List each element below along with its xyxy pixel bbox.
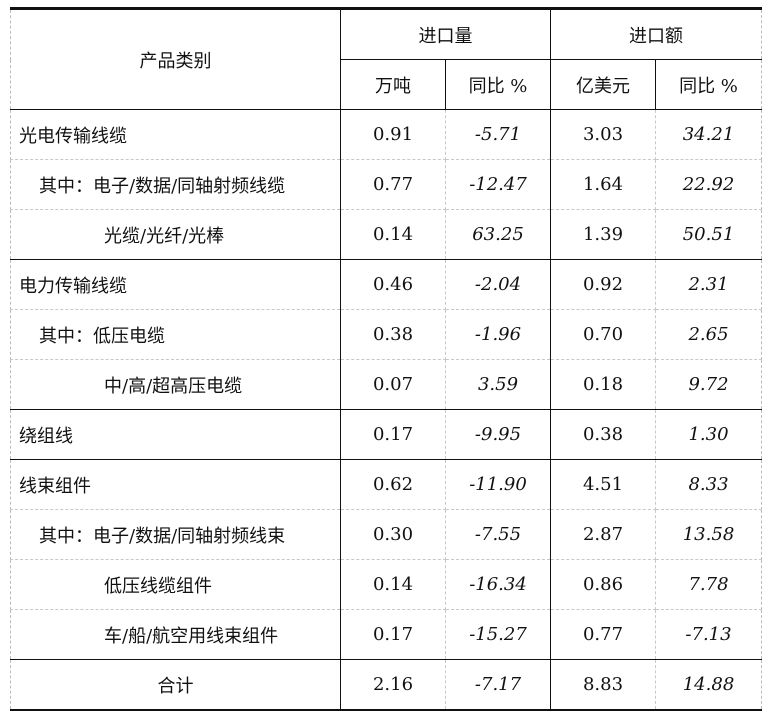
- header-category: 产品类别: [10, 7, 341, 110]
- category-cell: 车/船/航空用线束组件: [10, 609, 341, 660]
- table-row: 光缆/光纤/光棒 0.14 63.25 1.39 50.51: [10, 209, 762, 260]
- value-yoy-cell: 2.31: [655, 259, 762, 310]
- value-yoy-cell: 1.30: [655, 409, 762, 460]
- header-import-value: 进口额: [550, 7, 762, 60]
- table-row: 车/船/航空用线束组件 0.17 -15.27 0.77 -7.13: [10, 609, 762, 660]
- value-cell: 0.92: [550, 259, 656, 310]
- value-cell: 2.87: [550, 509, 656, 560]
- header-volume-unit: 万吨: [340, 59, 446, 110]
- value-cell: 1.64: [550, 159, 656, 210]
- category-cell: 低压线缆组件: [10, 559, 341, 610]
- volume-yoy-cell: -5.71: [445, 109, 551, 160]
- total-row: 合计 2.16 -7.17 8.83 14.88: [10, 659, 762, 711]
- category-cell: 其中：低压电缆: [10, 309, 341, 360]
- value-cell: 0.77: [550, 609, 656, 660]
- table-row: 其中：电子/数据/同轴射频线束 0.30 -7.55 2.87 13.58: [10, 509, 762, 560]
- value-cell: 4.51: [550, 459, 656, 510]
- import-table: 产品类别 进口量 进口额 万吨 同比 % 亿美元 同比 % 光电传输线缆 0.91…: [10, 7, 762, 711]
- value-yoy-cell: 13.58: [655, 509, 762, 560]
- value-cell: 0.70: [550, 309, 656, 360]
- volume-cell: 0.77: [340, 159, 446, 210]
- value-yoy-cell: 9.72: [655, 359, 762, 410]
- volume-yoy-cell: 63.25: [445, 209, 551, 260]
- volume-cell: 0.07: [340, 359, 446, 410]
- header-value-yoy: 同比 %: [655, 59, 762, 110]
- volume-yoy-cell: -16.34: [445, 559, 551, 610]
- volume-cell: 0.38: [340, 309, 446, 360]
- category-cell: 电力传输线缆: [10, 259, 341, 310]
- volume-cell: 0.91: [340, 109, 446, 160]
- header-import-volume: 进口量: [340, 7, 551, 60]
- header-value-unit: 亿美元: [550, 59, 656, 110]
- category-cell: 绕组线: [10, 409, 341, 460]
- volume-cell: 0.17: [340, 609, 446, 660]
- volume-yoy-cell: -11.90: [445, 459, 551, 510]
- table-row: 其中：电子/数据/同轴射频线缆 0.77 -12.47 1.64 22.92: [10, 159, 762, 210]
- total-volume-yoy: -7.17: [445, 659, 551, 711]
- volume-cell: 0.30: [340, 509, 446, 560]
- total-volume: 2.16: [340, 659, 446, 711]
- header-volume-yoy: 同比 %: [445, 59, 551, 110]
- volume-cell: 0.17: [340, 409, 446, 460]
- volume-yoy-cell: -1.96: [445, 309, 551, 360]
- category-cell: 中/高/超高压电缆: [10, 359, 341, 410]
- volume-yoy-cell: -2.04: [445, 259, 551, 310]
- table-row: 线束组件 0.62 -11.90 4.51 8.33: [10, 459, 762, 510]
- value-yoy-cell: 50.51: [655, 209, 762, 260]
- category-cell: 其中：电子/数据/同轴射频线缆: [10, 159, 341, 210]
- value-cell: 0.18: [550, 359, 656, 410]
- value-cell: 3.03: [550, 109, 656, 160]
- table-row: 其中：低压电缆 0.38 -1.96 0.70 2.65: [10, 309, 762, 360]
- volume-cell: 0.46: [340, 259, 446, 310]
- category-cell: 其中：电子/数据/同轴射频线束: [10, 509, 341, 560]
- volume-yoy-cell: 3.59: [445, 359, 551, 410]
- value-yoy-cell: 34.21: [655, 109, 762, 160]
- volume-yoy-cell: -12.47: [445, 159, 551, 210]
- value-yoy-cell: 22.92: [655, 159, 762, 210]
- value-yoy-cell: -7.13: [655, 609, 762, 660]
- table-row: 低压线缆组件 0.14 -16.34 0.86 7.78: [10, 559, 762, 610]
- table-row: 中/高/超高压电缆 0.07 3.59 0.18 9.72: [10, 359, 762, 410]
- value-cell: 1.39: [550, 209, 656, 260]
- volume-yoy-cell: -15.27: [445, 609, 551, 660]
- value-yoy-cell: 7.78: [655, 559, 762, 610]
- total-value-yoy: 14.88: [655, 659, 762, 711]
- value-cell: 0.38: [550, 409, 656, 460]
- volume-cell: 0.14: [340, 559, 446, 610]
- total-label: 合计: [10, 659, 341, 711]
- volume-cell: 0.14: [340, 209, 446, 260]
- category-cell: 光电传输线缆: [10, 109, 341, 160]
- volume-yoy-cell: -7.55: [445, 509, 551, 560]
- value-yoy-cell: 2.65: [655, 309, 762, 360]
- table-row: 电力传输线缆 0.46 -2.04 0.92 2.31: [10, 259, 762, 310]
- total-value: 8.83: [550, 659, 656, 711]
- value-cell: 0.86: [550, 559, 656, 610]
- category-cell: 线束组件: [10, 459, 341, 510]
- volume-cell: 0.62: [340, 459, 446, 510]
- volume-yoy-cell: -9.95: [445, 409, 551, 460]
- category-cell: 光缆/光纤/光棒: [10, 209, 341, 260]
- table-row: 光电传输线缆 0.91 -5.71 3.03 34.21: [10, 109, 762, 160]
- value-yoy-cell: 8.33: [655, 459, 762, 510]
- table-row: 绕组线 0.17 -9.95 0.38 1.30: [10, 409, 762, 460]
